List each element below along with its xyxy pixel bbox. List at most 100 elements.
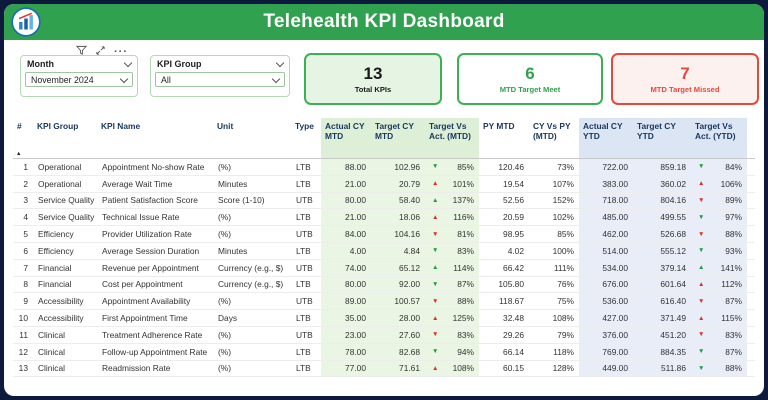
cell-type: UTB [296,262,313,273]
cell-cy-vs-py-mtd: 108% [552,313,574,324]
header-bar: Telehealth KPI Dashboard [4,4,764,40]
table-row[interactable]: 13 Clinical Readmission Rate (%) LTB 77.… [13,360,755,378]
table-row[interactable]: 7 Financial Revenue per Appointment Curr… [13,259,755,277]
cell-target-cy-ytd: 804.16 [633,192,691,209]
cell-type: UTB [296,229,313,240]
cell-actual-cy-mtd: 23.00 [321,326,371,343]
col-header-target-vs-act-mtd[interactable]: Target Vs Act. (MTD) [425,118,479,158]
table-row[interactable]: 11 Clinical Treatment Adherence Rate (%)… [13,326,755,344]
cell-kpi-group: Service Quality [38,195,95,206]
cell-target-cy-ytd: 360.02 [633,175,691,192]
cell-type: LTB [296,161,311,172]
trend-arrow-icon: ▼ [698,230,705,238]
cell-index: 6 [23,245,28,256]
col-header-actual-cy-ytd[interactable]: Actual CY YTD [579,118,633,158]
cell-target-cy-ytd: 379.14 [633,259,691,276]
trend-arrow-icon: ▲ [432,196,439,204]
chevron-down-icon[interactable] [123,58,133,68]
cell-py-mtd: 52.56 [503,195,524,206]
col-header-target-vs-act-ytd[interactable]: Target Vs Act. (YTD) [691,118,747,158]
trend-arrow-icon: ▼ [432,297,439,305]
cell-target-cy-mtd: 102.96 [371,159,425,175]
cell-target-cy-ytd: 555.12 [633,242,691,259]
cell-type: LTB [296,363,311,374]
chevron-down-icon [271,74,281,83]
cell-actual-cy-mtd: 35.00 [321,310,371,326]
filter-icon[interactable] [75,43,88,61]
trend-arrow-icon: ▼ [432,331,439,339]
table-row[interactable]: 10 Accessibility First Appointment Time … [13,310,755,327]
cell-unit: (%) [218,329,232,340]
page-title: Telehealth KPI Dashboard [263,11,505,32]
table-row[interactable]: 5 Efficiency Provider Utilization Rate (… [13,226,755,243]
table-row[interactable]: 9 Accessibility Appointment Availability… [13,293,755,311]
trend-arrow-icon: ▲ [432,364,439,372]
table-row[interactable]: 6 Efficiency Average Session Duration Mi… [13,242,755,260]
cell-target-vs-act-mtd: ▼ 88% [425,293,479,310]
kpi-group-slicer-label: KPI Group [157,59,202,69]
table-row[interactable]: 12 Clinical Follow-up Appointment Rate (… [13,343,755,361]
table-row[interactable]: 4 Service Quality Technical Issue Rate (… [13,209,755,227]
cell-cy-vs-py-mtd: 128% [552,363,574,374]
cell-target-cy-mtd: 71.61 [371,360,425,377]
col-header-target-cy-ytd[interactable]: Target CY YTD [633,118,691,158]
kpi-table: # KPI Group KPI Name Unit Type Actual CY… [13,118,755,378]
cell-py-mtd: 4.02 [507,245,524,256]
cell-actual-cy-ytd: 534.00 [579,259,633,276]
more-options-icon[interactable]: ··· [114,46,128,58]
cell-kpi-group: Financial [38,262,72,273]
cell-py-mtd: 66.14 [503,346,524,357]
cell-py-mtd: 66.42 [503,262,524,273]
cell-kpi-name: Appointment No-show Rate [102,161,205,172]
mtd-target-missed-card: 7 MTD Target Missed [611,53,759,105]
cell-target-cy-mtd: 65.12 [371,259,425,276]
chevron-down-icon[interactable] [275,58,285,68]
focus-mode-icon[interactable] [95,43,106,61]
cell-target-cy-mtd: 18.06 [371,209,425,226]
chevron-down-icon [119,74,129,83]
cell-index: 2 [23,178,28,189]
cell-actual-cy-ytd: 485.00 [579,209,633,226]
cell-target-vs-act-mtd: ▼ 81% [425,226,479,242]
col-header-kpi-name[interactable]: KPI Name [101,121,141,131]
trend-arrow-icon: ▼ [698,348,705,356]
col-header-type[interactable]: Type [295,121,314,131]
cell-cy-vs-py-mtd: 102% [552,212,574,223]
cell-target-vs-act-mtd: ▲ 101% [425,175,479,192]
col-header-kpi-group[interactable]: KPI Group [37,121,79,131]
cell-unit: (%) [218,363,232,374]
table-row[interactable]: 8 Financial Cost per Appointment Currenc… [13,276,755,294]
month-slicer-dropdown[interactable]: November 2024 [25,72,133,87]
cell-actual-cy-mtd: 89.00 [321,293,371,310]
cell-kpi-name: Readmission Rate [102,363,171,374]
table-row[interactable]: 2 Operational Average Wait Time Minutes … [13,175,755,193]
cell-index: 3 [23,195,28,206]
trend-arrow-icon: ▼ [432,230,439,238]
col-header-cy-vs-py-mtd[interactable]: CY Vs PY (MTD) [533,121,571,141]
trend-arrow-icon: ▼ [698,163,705,171]
cell-target-vs-act-mtd: ▼ 85% [425,159,479,175]
cell-kpi-name: Cost per Appointment [102,279,183,290]
cell-target-cy-ytd: 884.35 [633,343,691,360]
cell-py-mtd: 32.48 [503,313,524,324]
mtd-target-meet-label: MTD Target Meet [499,84,561,94]
kpi-group-slicer-dropdown[interactable]: All [155,72,285,87]
table-row[interactable]: 3 Service Quality Patient Satisfaction S… [13,192,755,210]
table-header-row: # KPI Group KPI Name Unit Type Actual CY… [13,118,755,159]
trend-arrow-icon: ▼ [698,247,705,255]
cell-target-cy-ytd: 859.18 [633,159,691,175]
col-header-index[interactable]: # [17,121,22,131]
col-header-unit[interactable]: Unit [217,121,234,131]
trend-arrow-icon: ▼ [432,280,439,288]
cell-actual-cy-ytd: 536.00 [579,293,633,310]
cell-kpi-group: Efficiency [38,245,74,256]
table-row[interactable]: 1 Operational Appointment No-show Rate (… [13,159,755,176]
col-header-target-cy-mtd[interactable]: Target CY MTD [371,118,425,158]
col-header-py-mtd[interactable]: PY MTD [483,121,515,131]
col-header-actual-cy-mtd[interactable]: Actual CY MTD [321,118,371,158]
cell-actual-cy-mtd: 21.00 [321,209,371,226]
cell-py-mtd: 118.67 [499,296,524,307]
cell-unit: Minutes [218,245,248,256]
cell-actual-cy-ytd: 449.00 [579,360,633,377]
cell-py-mtd: 29.26 [503,329,524,340]
